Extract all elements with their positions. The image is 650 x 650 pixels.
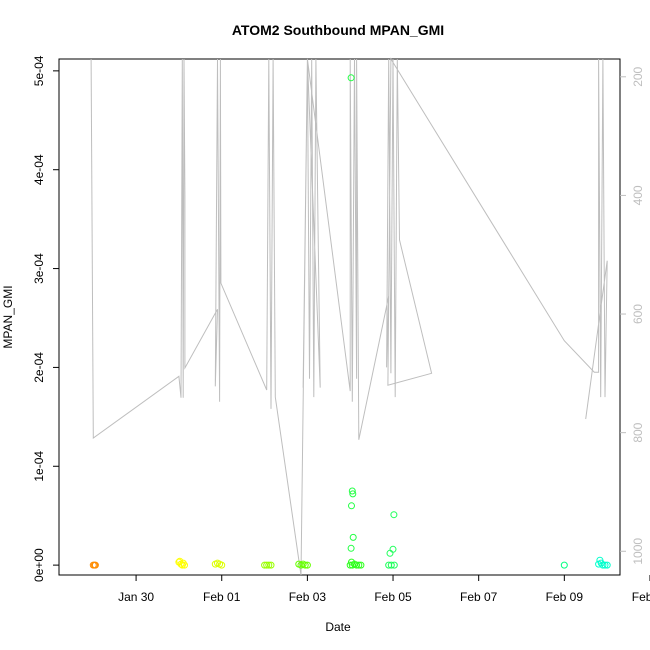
data-point	[357, 561, 365, 569]
x-axis: Jan 30 Feb 01 Feb 03 Feb 05 Feb 07 Feb 09 Feb …	[118, 575, 650, 604]
x-tick-label: Feb 09	[546, 590, 584, 604]
y2-tick-label: 400	[631, 185, 645, 205]
data-point	[603, 561, 611, 569]
y2-axis: 200 400 600 800 1000	[620, 66, 645, 565]
data-point	[355, 561, 363, 569]
y2-tick-label: 200	[631, 66, 645, 86]
data-point	[267, 561, 275, 569]
data-point	[348, 487, 356, 495]
y-tick-label: 2e-04	[32, 352, 46, 383]
y2-tick-label: 1000	[631, 538, 645, 565]
data-point	[348, 502, 355, 510]
data-point	[263, 561, 271, 569]
x-tick-label: Feb 01	[203, 590, 241, 604]
data-points-group	[89, 74, 611, 569]
data-point	[353, 561, 361, 569]
x-tick-label: Feb 11	[632, 590, 650, 604]
data-point	[389, 545, 397, 553]
data-point	[390, 511, 398, 519]
data-point	[303, 561, 311, 569]
y2-tick-label: 800	[631, 422, 645, 442]
data-point	[387, 561, 395, 569]
data-point	[599, 561, 607, 569]
chart-title: ATOM2 Southbound MPAN_GMI	[232, 22, 444, 38]
data-point	[91, 561, 99, 569]
data-point	[179, 559, 187, 567]
x-tick-label: Feb 05	[374, 590, 412, 604]
data-point	[349, 533, 357, 541]
y-tick-label: 1e-04	[32, 451, 46, 482]
data-point	[597, 559, 605, 567]
y-axis-label: MPAN_GMI	[1, 285, 15, 348]
pressure-line	[90, 57, 608, 576]
data-point	[181, 561, 188, 569]
y2-tick-label: 600	[631, 304, 645, 324]
x-tick-label: Jan 30	[118, 590, 154, 604]
data-point	[301, 561, 309, 569]
data-point	[560, 561, 568, 569]
data-point	[265, 561, 273, 569]
y-tick-label: 4e-04	[32, 154, 46, 185]
data-point	[218, 561, 226, 569]
plot-frame	[58, 58, 621, 576]
data-point	[390, 561, 398, 569]
data-point	[349, 490, 357, 498]
y-tick-label: 5e-04	[32, 55, 46, 86]
data-point	[386, 549, 394, 557]
y-tick-label: 0e+00	[32, 548, 46, 582]
pressure-line-group	[90, 57, 608, 576]
y-tick-label: 3e-04	[32, 253, 46, 284]
x-tick-label: Feb 03	[289, 590, 327, 604]
data-point	[601, 561, 609, 569]
x-tick-label: Feb 07	[460, 590, 498, 604]
data-point	[347, 544, 355, 552]
x-axis-label: Date	[325, 620, 351, 634]
data-point	[347, 74, 355, 82]
y-axis: 0e+00 1e-04 2e-04 3e-04 4e-04 5e-04	[32, 55, 59, 582]
